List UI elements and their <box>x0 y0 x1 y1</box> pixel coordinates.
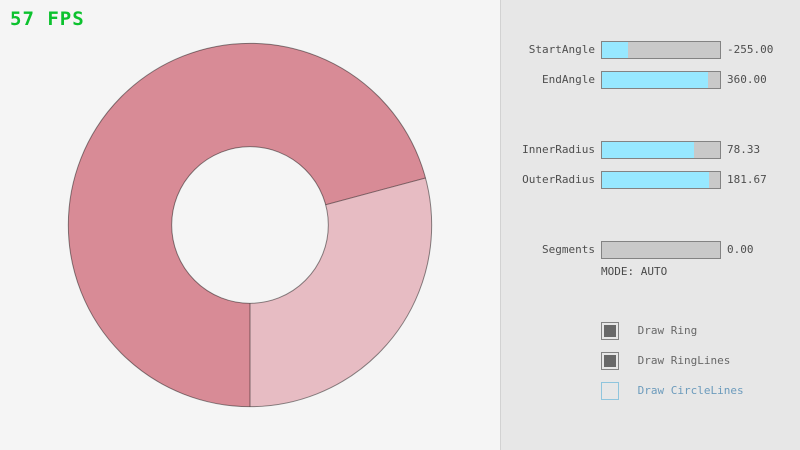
slider-fill <box>602 72 709 88</box>
start-angle-slider[interactable] <box>601 41 721 59</box>
slider-row-inner-radius: InnerRadius 78.33 <box>501 141 800 159</box>
slider-fill <box>602 172 710 188</box>
end-angle-value: 360.00 <box>727 73 767 86</box>
outer-radius-label: OuterRadius <box>522 173 595 186</box>
slider-row-outer-radius: OuterRadius 181.67 <box>501 171 800 189</box>
end-angle-label: EndAngle <box>542 73 595 86</box>
slider-row-start-angle: StartAngle -255.00 <box>501 41 800 59</box>
end-angle-slider[interactable] <box>601 71 721 89</box>
ring-start-angle-line <box>325 177 426 206</box>
ring-segment-light <box>250 177 432 407</box>
inner-radius-slider[interactable] <box>601 141 721 159</box>
inner-radius-label: InnerRadius <box>522 143 595 156</box>
control-panel: StartAngle -255.00 EndAngle 360.00 Inner… <box>500 0 800 450</box>
checkbox-label: Draw RingLines <box>637 353 731 367</box>
slider-row-segments: Segments 0.00 <box>501 241 800 259</box>
checkbox-box[interactable] <box>601 351 619 370</box>
ring-outer-circle-line <box>67 42 433 408</box>
slider-fill <box>602 42 628 58</box>
start-angle-label: StartAngle <box>528 43 595 56</box>
segments-label: Segments <box>542 243 595 256</box>
checkbox-label: Draw Ring <box>637 323 698 337</box>
ring-outline <box>67 42 433 408</box>
checkbox-draw-circle-lines[interactable]: Draw CircleLines <box>601 380 744 400</box>
fps-counter: 57 FPS <box>10 8 85 30</box>
slider-fill <box>602 142 695 158</box>
checkbox-draw-ring-lines[interactable]: Draw RingLines <box>601 350 731 370</box>
start-angle-value: -255.00 <box>727 43 774 56</box>
segments-slider[interactable] <box>601 241 721 259</box>
mode-text: MODE: AUTO <box>601 265 668 278</box>
segments-value: 0.00 <box>727 243 754 256</box>
checkbox-box[interactable] <box>601 321 619 340</box>
ring-segment-dark <box>68 43 426 407</box>
checkbox-label: Draw CircleLines <box>637 383 744 397</box>
slider-row-end-angle: EndAngle 360.00 <box>501 71 800 89</box>
checkbox-draw-ring[interactable]: Draw Ring <box>601 320 698 340</box>
ring-canvas <box>67 42 433 408</box>
inner-radius-value: 78.33 <box>727 143 761 156</box>
outer-radius-slider[interactable] <box>601 171 721 189</box>
ring-inner-circle-line <box>171 146 329 304</box>
checkbox-box[interactable] <box>601 381 619 400</box>
outer-radius-value: 181.67 <box>727 173 767 186</box>
